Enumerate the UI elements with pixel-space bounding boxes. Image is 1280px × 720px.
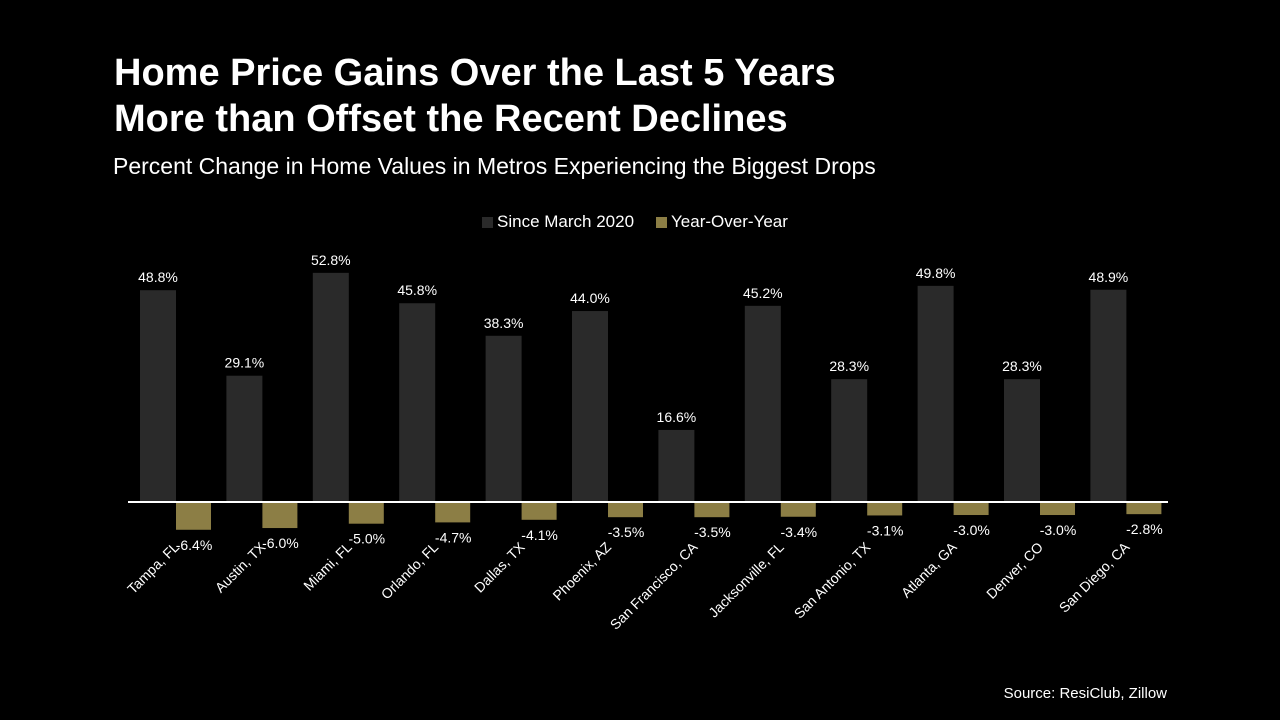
title-line-2: More than Offset the Recent Declines (114, 98, 788, 140)
bar-since-march-2020 (572, 311, 608, 502)
legend-label-year-over-year: Year-Over-Year (671, 212, 788, 231)
bar-year-over-year (608, 502, 643, 518)
category-label: Orlando, FL (378, 539, 442, 603)
bar-since-march-2020 (831, 379, 868, 502)
bar-year-over-year (953, 502, 989, 516)
bar-since-march-2020 (1004, 379, 1040, 502)
data-label-year-over-year: -3.1% (867, 522, 904, 538)
bar-year-over-year (521, 502, 557, 520)
bar-year-over-year (348, 502, 384, 524)
bar-year-over-year (1126, 502, 1162, 515)
legend-label-since-march-2020: Since March 2020 (497, 212, 635, 231)
category-label: Phoenix, AZ (549, 538, 614, 603)
data-label-since-march-2020: 52.8% (311, 252, 351, 268)
data-label-year-over-year: -3.0% (1040, 522, 1077, 538)
data-label-year-over-year: -5.0% (349, 531, 386, 547)
bar-since-march-2020 (312, 272, 349, 502)
category-label: San Diego, CA (1056, 538, 1133, 615)
bar-since-march-2020 (399, 303, 436, 502)
data-label-year-over-year: -3.5% (608, 524, 645, 540)
category-label: Denver, CO (983, 539, 1046, 602)
bar-year-over-year (867, 502, 903, 516)
bar-since-march-2020 (1090, 289, 1127, 502)
source-note: Source: ResiClub, Zillow (1003, 685, 1167, 702)
title-line-1: Home Price Gains Over the Last 5 Years (114, 52, 836, 94)
data-label-year-over-year: -6.4% (176, 537, 213, 553)
data-label-since-march-2020: 28.3% (1002, 358, 1042, 374)
bar-year-over-year (694, 502, 730, 518)
data-label-year-over-year: -3.4% (781, 524, 818, 540)
bar-since-march-2020 (226, 375, 263, 502)
category-label: Austin, TX (212, 538, 269, 595)
data-label-year-over-year: -3.0% (953, 522, 990, 538)
data-label-since-march-2020: 44.0% (570, 290, 610, 306)
chart-subtitle: Percent Change in Home Values in Metros … (113, 153, 876, 179)
data-label-year-over-year: -3.5% (694, 524, 731, 540)
bar-since-march-2020 (658, 429, 695, 502)
data-label-year-over-year: -6.0% (262, 535, 299, 551)
legend-swatch-since-march-2020 (482, 216, 493, 228)
bar-year-over-year (780, 502, 816, 517)
data-label-year-over-year: -4.1% (521, 527, 558, 543)
chart-title: Home Price Gains Over the Last 5 Years M… (114, 50, 836, 142)
category-label: Atlanta, GA (898, 538, 960, 600)
category-label: San Francisco, CA (607, 538, 701, 632)
data-label-year-over-year: -4.7% (435, 529, 472, 545)
bar-year-over-year (435, 502, 471, 523)
data-label-since-march-2020: 16.6% (657, 409, 697, 425)
data-label-year-over-year: -2.8% (1126, 521, 1163, 537)
data-label-since-march-2020: 48.8% (138, 269, 178, 285)
bar-since-march-2020 (917, 285, 954, 502)
bar-year-over-year (262, 502, 298, 529)
data-label-since-march-2020: 28.3% (829, 358, 869, 374)
category-label: Dallas, TX (471, 538, 528, 595)
data-label-since-march-2020: 45.8% (397, 282, 437, 298)
category-label: Tampa, FL (124, 539, 182, 597)
bar-since-march-2020 (744, 305, 781, 502)
data-label-since-march-2020: 48.9% (1089, 269, 1129, 285)
category-label: Jacksonville, FL (705, 539, 787, 621)
legend: Since March 2020 Year-Over-Year (482, 212, 810, 232)
bar-since-march-2020 (485, 335, 522, 502)
data-label-since-march-2020: 49.8% (916, 265, 956, 281)
bar-year-over-year (176, 502, 211, 530)
bar-year-over-year (1040, 502, 1075, 516)
data-label-since-march-2020: 45.2% (743, 285, 783, 301)
bar-since-march-2020 (140, 290, 176, 502)
category-label: Miami, FL (300, 539, 355, 594)
category-label: San Antonio, TX (791, 538, 874, 621)
data-label-since-march-2020: 38.3% (484, 315, 524, 331)
data-label-since-march-2020: 29.1% (225, 355, 265, 371)
legend-swatch-year-over-year (656, 216, 668, 228)
